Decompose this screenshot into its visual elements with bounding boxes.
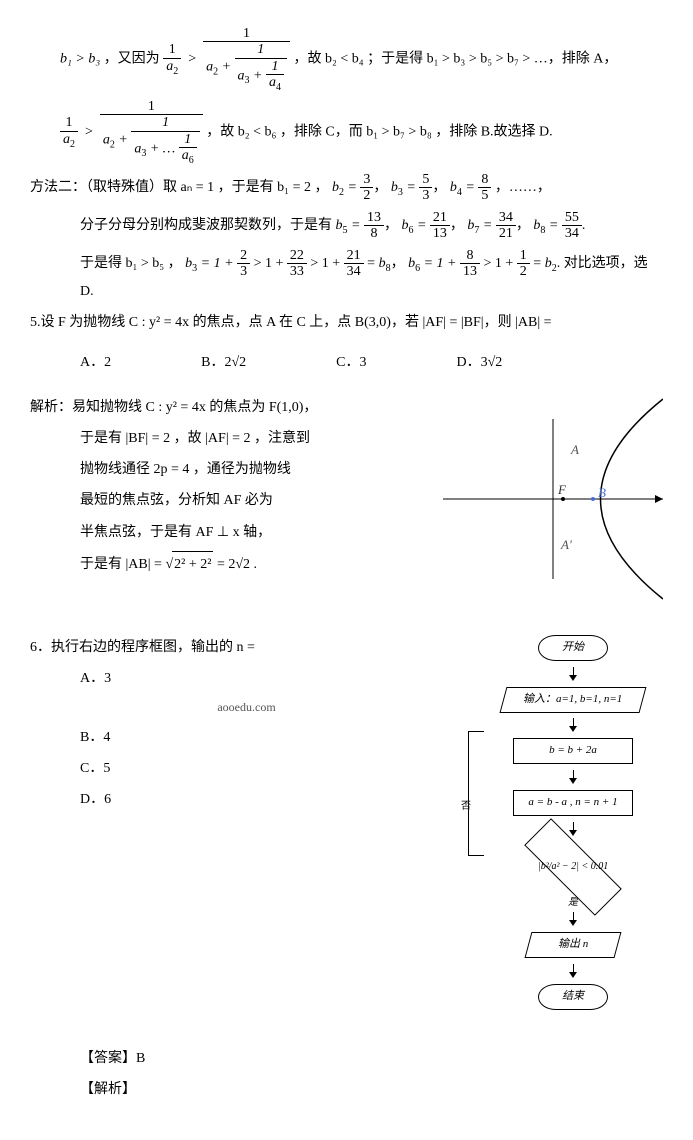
text-1b: ，又因为 [104,52,160,67]
fc-yes: 是 [483,894,663,912]
fc-step1: b = b + 2a [513,738,633,764]
q6-opt-c: C．5 [30,756,463,781]
method2-line2: 分子分母分别构成斐波那契数列，于是有 b5 = 138， b6 = 2113， … [30,210,663,242]
method2-line3: 于是得 b₁ > b₅ ， b3 = 1 + 23 > 1 + 2233 > 1… [30,248,663,305]
watermark: aooedu.com [30,697,463,719]
q5-ana2: 于是有 |BF| = 2 ，故 |AF| = 2 ，注意到 [30,426,443,451]
label-B: B [598,485,606,500]
q5-ana6: 于是有 |AB| = 2² + 2² = 2√2 . [30,551,443,577]
m2-l2a: 分子分母分别构成斐波那契数列，于是有 [80,218,336,233]
cont-frac-2: 1 a2 + 1 a3 + … 1a6 [100,99,203,166]
q5-stem: 5.设 F 为抛物线 C : y² = 4x 的焦点，点 A 在 C 上，点 B… [30,310,663,335]
q5-opt-a: A．2 [80,350,111,375]
q5-ana4: 最短的焦点弦，分析知 AF 必为 [30,488,443,513]
q6-opt-a: A．3 [30,666,463,691]
q5-ana1: 解析：易知抛物线 C : y² = 4x 的焦点为 F(1,0)， [30,395,443,420]
solution-line-2: 1a2 > 1 a2 + 1 a3 + … 1a6 ，故 b₂ < b₆ ，排除… [30,99,663,166]
fc-start: 开始 [538,635,608,661]
expr-b1b3: b₁ > b₃ [60,52,100,67]
cont-frac-1: 1 a2 + 1 a3 + 1a4 [203,26,290,93]
solution-line-1: b₁ > b₃ ，又因为 1a2 > 1 a2 + 1 a3 + 1a4 ，故 … [30,26,663,93]
m2-label: 方法二：（取特殊值）取 aₙ = 1 ，于是有 b₁ = 2 ， [30,180,328,195]
q5-opt-d: D．3√2 [457,350,503,375]
method2-line1: 方法二：（取特殊值）取 aₙ = 1 ，于是有 b₁ = 2 ， b2 = 32… [30,172,663,204]
q6-opt-d: D．6 [30,787,463,812]
q5-opt-b: B．2√2 [201,350,246,375]
answer-label: 【答案】B [30,1046,663,1071]
flowchart-figure: 否 开始 输入：a=1, b=1, n=1 b = b + 2a a = b -… [463,629,663,1016]
fc-end: 结束 [538,984,608,1010]
q5-options: A．2 B．2√2 C．3 D．3√2 [30,350,663,375]
q5-opt-c: C．3 [336,350,366,375]
analysis-label: 【解析】 [30,1077,663,1102]
q6-opt-b: B．4 [30,725,463,750]
fc-input: 输入：a=1, b=1, n=1 [500,687,647,713]
q5-ana3: 抛物线通径 2p = 4 ，通径为抛物线 [30,457,443,482]
frac-1-a2: 1a2 [163,42,181,76]
text-2a: ，故 b₂ < b₆ ，排除 C，而 b₁ > b₇ > b₈ ，排除 B.故选… [206,125,552,140]
frac-1-a2-b: 1a2 [60,115,78,149]
label-Ap: A' [560,537,572,552]
label-F: F [557,482,567,497]
q5-ana5: 半焦点弦，于是有 AF ⊥ x 轴， [30,520,443,545]
parabola-figure: A A' F B [443,389,663,609]
fc-step2: a = b - a , n = n + 1 [513,790,633,816]
q6-stem: 6．执行右边的程序框图，输出的 n = [30,635,463,660]
label-A: A [570,442,579,457]
fc-output: 输出 n [525,932,622,958]
text-1c: ，故 b₂ < b₄ ；于是得 b₁ > b₃ > b₅ > b₇ > …，排除… [294,52,618,67]
